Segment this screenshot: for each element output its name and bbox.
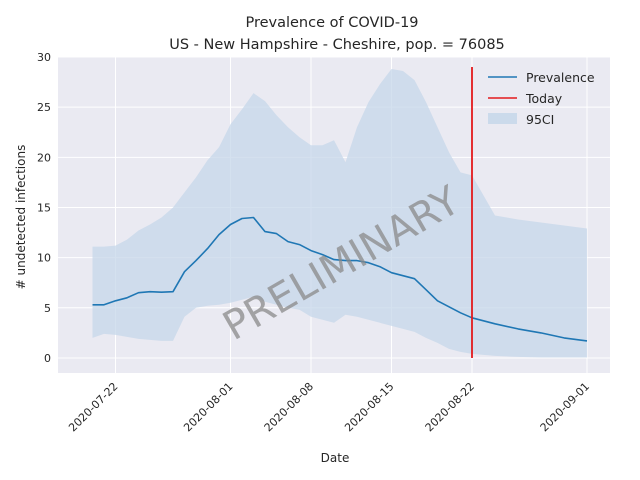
legend-ci-swatch [488,113,517,124]
legend: Prevalence Today 95CI [488,70,595,127]
y-axis-label: # undetected infections [14,145,28,290]
y-tick-label: 30 [37,51,51,64]
y-tick-label: 25 [37,101,51,114]
x-tick-label: 2020-08-15 [342,380,396,434]
legend-today-label: Today [525,91,563,106]
y-tick-label: 0 [44,352,51,365]
x-tick-label: 2020-08-08 [262,380,316,434]
x-tick-label: 2020-08-22 [423,380,477,434]
x-tick-label: 2020-07-22 [66,380,120,434]
y-axis-ticks: 0 5 10 15 20 25 30 [37,51,51,365]
x-axis-label: Date [321,451,350,465]
y-tick-label: 5 [44,302,51,315]
prevalence-line-layer [92,216,588,342]
ci-band-layer [92,69,587,358]
y-tick-label: 10 [37,252,51,265]
chart-subtitle: US - New Hampshire - Cheshire, pop. = 76… [169,37,505,53]
x-axis-ticks: 2020-07-22 2020-08-01 2020-08-08 2020-08-15… [66,380,592,434]
prevalence-line [92,216,588,342]
x-tick-label: 2020-09-01 [538,380,592,434]
y-tick-label: 15 [37,201,51,214]
y-tick-label: 20 [37,151,51,164]
x-tick-label: 2020-08-01 [181,380,235,434]
legend-prevalence-label: Prevalence [526,70,595,85]
legend-ci-label: 95CI [526,112,554,127]
ci-band [92,69,587,358]
chart-title: Prevalence of COVID-19 [245,15,418,31]
